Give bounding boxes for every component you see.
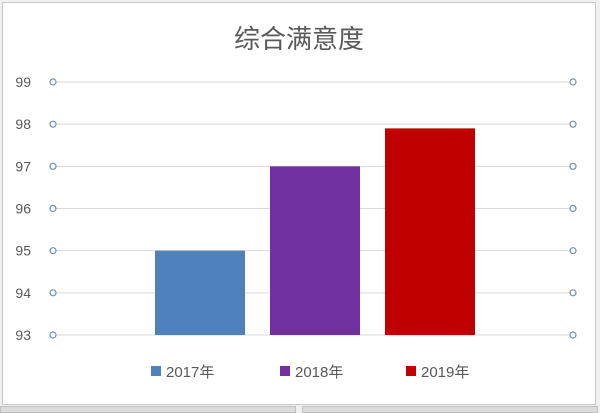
legend-swatch [151,366,161,376]
resize-handle[interactable] [49,331,57,339]
legend-swatch [406,366,416,376]
legend: 2017年 2018年 2019年 [151,364,469,381]
y-tick-label: 96 [15,201,31,217]
resize-handle[interactable] [49,289,57,297]
bar-2019年 [385,128,475,335]
resize-handle[interactable] [569,289,577,297]
y-tick-label: 99 [15,74,31,90]
resize-handle[interactable] [569,204,577,213]
chart-frame[interactable]: 综合满意度 93 94 95 96 97 98 99 2017年 2018年 2019年 [2,2,596,405]
legend-label: 2018年 [295,364,343,381]
resize-handle[interactable] [49,162,57,170]
y-tick-label: 94 [15,285,31,301]
bars [155,128,475,335]
selection-handles[interactable] [49,78,577,339]
y-tick-label: 97 [15,158,31,174]
y-tick-label: 93 [15,327,31,343]
sheet-strip-left [0,406,296,413]
resize-handle[interactable] [49,120,57,128]
resize-handle[interactable] [49,78,57,86]
resize-handle[interactable] [569,331,577,339]
y-tick-label: 98 [15,116,31,132]
chart-title: 综合满意度 [234,24,364,54]
sheet-strip-right [302,406,598,413]
resize-handle[interactable] [49,247,57,255]
legend-label: 2019年 [421,364,469,381]
chart-canvas: 综合满意度 93 94 95 96 97 98 99 2017年 2018年 2019年 [15,24,577,381]
bar-2018年 [270,166,360,335]
bar-2017年 [155,250,245,335]
legend-label: 2017年 [166,364,214,381]
resize-handle[interactable] [569,120,577,128]
resize-handle[interactable] [569,247,577,255]
resize-handle[interactable] [569,78,577,86]
y-tick-label: 95 [15,243,31,259]
resize-handle[interactable] [49,204,57,213]
resize-handle[interactable] [569,162,577,170]
legend-swatch [280,366,290,376]
y-axis-ticks: 93 94 95 96 97 98 99 [15,74,31,343]
